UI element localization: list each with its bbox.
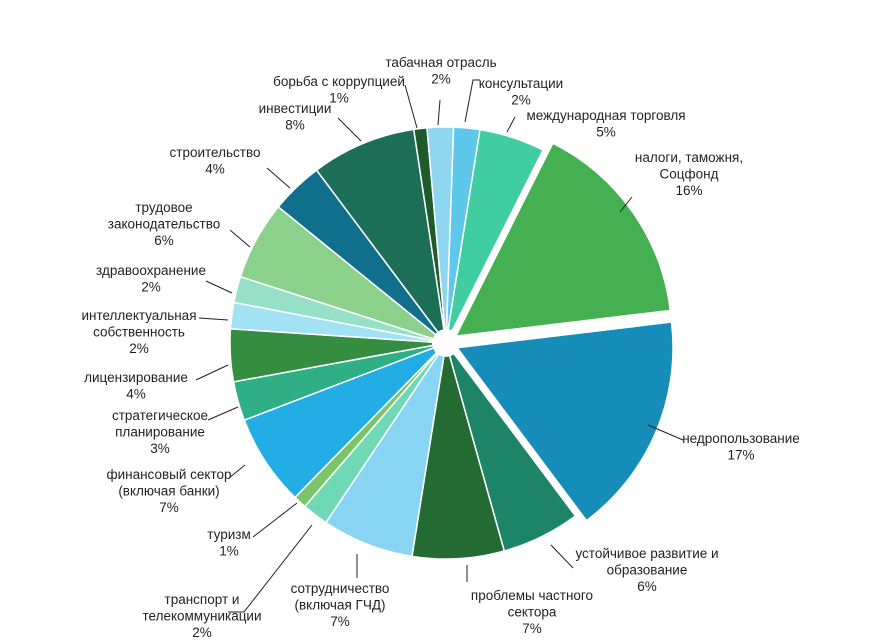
slice-label-trud-line-3: 6% <box>154 233 174 248</box>
slice-label-turizm-line-1: туризм <box>207 527 250 542</box>
slice-label-nedro-line-2: 17% <box>727 448 754 463</box>
pie-slice-4 <box>455 321 674 522</box>
pie-slice-19 <box>426 126 455 344</box>
leader-tabak <box>437 99 441 126</box>
slice-label-tabak-line-1: табачная отрасль <box>385 55 496 70</box>
slice-label-tabak-line-2: 2% <box>431 72 451 87</box>
slice-label-ustoych-line-3: 6% <box>637 579 657 594</box>
slice-label-ustoych-line-2: образование <box>607 563 688 578</box>
slice-label-problemy-line-1: проблемы частного <box>471 588 593 603</box>
slice-label-problemy-line-2: сектора <box>508 605 557 620</box>
slice-label-sotr-line-3: 7% <box>330 614 350 629</box>
slice-label-intel-line-2: собственность <box>93 325 185 340</box>
leader-nalogi <box>619 196 633 213</box>
leader-nedro <box>647 424 684 441</box>
slice-label-nalogi: налоги, таможня, Соцфонд 16% <box>635 150 743 198</box>
slice-label-trud-line-2: законодательство <box>108 217 220 232</box>
slice-label-invest-line-1: инвестиции <box>259 101 332 116</box>
slice-label-strat-line-3: 3% <box>150 441 170 456</box>
slice-label-transport-line-2: телекоммуникации <box>142 609 261 624</box>
leader-strat <box>207 406 239 421</box>
slice-label-transport: транспорт и телекоммуникации 2% <box>142 592 261 640</box>
leader-korrup <box>404 84 418 129</box>
slice-label-finans: финансовый сектор (включая банки) 7% <box>106 467 231 515</box>
leader-intel <box>198 317 229 321</box>
slice-label-trud: трудовое законодательство 6% <box>108 200 220 248</box>
slice-label-stroit-line-1: строительство <box>170 145 261 160</box>
slice-label-sotr: сотрудничество (включая ГЧД) 7% <box>291 581 390 629</box>
pie-slice-17 <box>315 128 447 344</box>
slice-label-intel: интеллектуальная собственность 2% <box>81 308 196 356</box>
slice-label-invest: инвестиции 8% <box>259 101 332 133</box>
leader-turizm <box>252 502 298 538</box>
leader-licenz <box>195 364 229 381</box>
slice-label-trud-line-1: трудовое <box>135 200 192 215</box>
slice-label-intel-line-1: интеллектуальная <box>81 308 196 323</box>
slice-label-korrup-line-1: борьба с коррупцией <box>273 74 405 89</box>
leader-konsult <box>464 79 480 123</box>
leader-zdrav <box>205 280 233 294</box>
slice-label-zdrav-line-2: 2% <box>141 280 161 295</box>
slice-label-nalogi-line-3: 16% <box>675 183 702 198</box>
slice-label-ustoych-line-1: устойчивое развитие и <box>575 546 718 561</box>
slice-label-zdrav: здравоохранение 2% <box>96 263 206 295</box>
slice-label-stroit: строительство 4% <box>170 145 261 177</box>
slice-label-konsult-line-1: консультации <box>479 76 563 91</box>
slice-label-sotr-line-2: (включая ГЧД) <box>295 598 386 613</box>
pie-center <box>432 329 460 357</box>
leader-lines <box>195 79 684 613</box>
slice-label-zdrav-line-1: здравоохранение <box>96 263 206 278</box>
slice-label-transport-line-3: 2% <box>192 625 212 640</box>
slice-label-nalogi-line-1: налоги, таможня, <box>635 150 743 165</box>
leader-invest <box>337 117 362 142</box>
pie-slice-2 <box>445 128 545 344</box>
slice-label-licenz: лицензирование 4% <box>84 370 188 402</box>
slice-label-strat-line-1: стратегическое <box>112 408 208 423</box>
slice-label-mezhd: международная торговля 5% <box>526 108 685 140</box>
slice-label-konsult: консультации 2% <box>479 76 563 108</box>
slice-label-finans-line-1: финансовый сектор <box>106 467 231 482</box>
slice-label-strat-line-2: планирование <box>115 425 205 440</box>
slice-label-nedro: недропользование 17% <box>682 431 800 463</box>
leader-trud <box>229 229 251 248</box>
slice-label-ustoych: устойчивое развитие и образование 6% <box>575 546 718 594</box>
slice-label-problemy: проблемы частного сектора 7% <box>471 588 593 636</box>
leader-transport <box>228 524 313 613</box>
slice-label-transport-line-1: транспорт и <box>165 592 240 607</box>
slice-label-turizm-line-2: 1% <box>219 544 239 559</box>
slice-label-konsult-line-2: 2% <box>511 93 531 108</box>
pie-slice-3 <box>454 142 672 338</box>
slice-labels: консультации 2%международная торговля 5%на… <box>81 55 799 640</box>
slice-label-strat: стратегическое планирование 3% <box>112 408 208 456</box>
slice-label-korrup: борьба с коррупцией 1% <box>273 74 405 106</box>
leader-finans <box>228 464 246 479</box>
slice-label-invest-line-2: 8% <box>285 118 305 133</box>
slice-label-nedro-line-1: недропользование <box>682 431 800 446</box>
leader-mezhd <box>506 116 516 133</box>
slice-label-problemy-line-3: 7% <box>522 621 542 636</box>
slice-label-stroit-line-2: 4% <box>205 162 225 177</box>
slice-label-nalogi-line-2: Соцфонд <box>660 167 719 182</box>
slice-label-mezhd-line-2: 5% <box>596 125 616 140</box>
slice-label-mezhd-line-1: международная торговля <box>526 108 685 123</box>
slice-label-tabak: табачная отрасль 2% <box>385 55 496 87</box>
leader-ustoych <box>550 544 574 569</box>
leader-stroit <box>266 167 291 189</box>
slice-label-finans-line-2: (включая банки) <box>118 484 219 499</box>
slice-label-licenz-line-2: 4% <box>126 387 146 402</box>
pie-slices <box>229 126 674 560</box>
slice-label-finans-line-3: 7% <box>159 500 179 515</box>
slice-label-turizm: туризм 1% <box>207 527 250 559</box>
slice-label-licenz-line-1: лицензирование <box>84 370 188 385</box>
slice-label-sotr-line-1: сотрудничество <box>291 581 390 596</box>
slice-label-korrup-line-2: 1% <box>329 91 349 106</box>
slice-label-intel-line-3: 2% <box>129 341 149 356</box>
